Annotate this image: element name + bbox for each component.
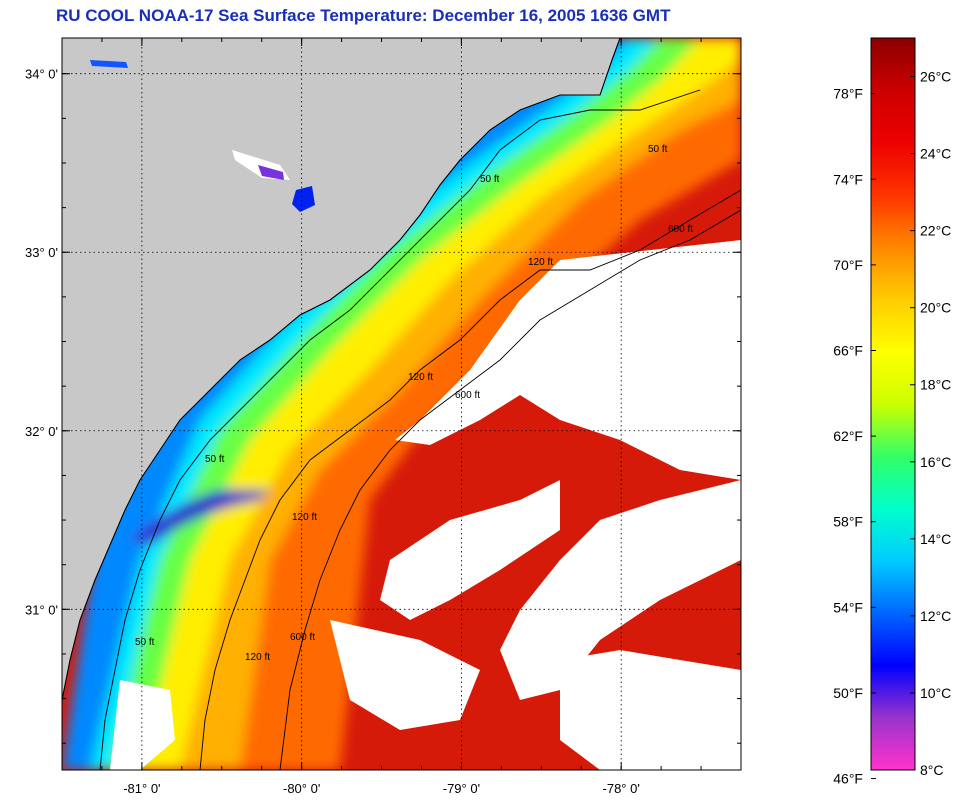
contour-label-50ft-3: 50 ft xyxy=(205,454,225,465)
lat-tick-label: 33° 0' xyxy=(25,245,58,260)
contour-label-600ft-2: 600 ft xyxy=(455,390,480,401)
celsius-label: 14°C xyxy=(920,531,951,547)
lat-tick-label: 31° 0' xyxy=(25,602,58,617)
lon-tick-label: -81° 0' xyxy=(123,781,160,796)
lat-tick-label: 32° 0' xyxy=(25,424,58,439)
celsius-label: 18°C xyxy=(920,377,951,393)
lon-tick-label: -80° 0' xyxy=(283,781,320,796)
graticule-grid xyxy=(62,38,741,770)
celsius-label: 24°C xyxy=(920,146,951,162)
celsius-label: 12°C xyxy=(920,608,951,624)
fahrenheit-label: 62°F xyxy=(833,428,863,444)
contour-labels: 50 ft 50 ft 120 ft 120 ft 600 ft 600 ft … xyxy=(135,144,693,663)
land-mass xyxy=(62,38,620,700)
contour-label-600ft: 600 ft xyxy=(668,224,693,235)
contour-label-120ft-4: 120 ft xyxy=(245,652,270,663)
fahrenheit-label: 46°F xyxy=(833,771,863,787)
bathymetry-contours xyxy=(99,89,741,770)
colorbar-bar xyxy=(870,37,916,771)
contour-label-50ft-4: 50 ft xyxy=(135,637,155,648)
lon-tick-label: -78° 0' xyxy=(603,781,640,796)
lat-tick-label: 34° 0' xyxy=(25,67,58,82)
celsius-label: 8°C xyxy=(920,762,944,778)
fahrenheit-label: 54°F xyxy=(833,599,863,615)
contour-label-50ft-2: 50 ft xyxy=(480,174,500,185)
contour-label-50ft: 50 ft xyxy=(648,144,668,155)
fahrenheit-label: 70°F xyxy=(833,257,863,273)
celsius-label: 10°C xyxy=(920,685,951,701)
fahrenheit-label: 74°F xyxy=(833,171,863,187)
cloud-cover xyxy=(110,240,741,770)
fahrenheit-label: 58°F xyxy=(833,514,863,530)
coastline xyxy=(62,38,621,701)
colorbar-ticks: 26°C 24°C 22°C 20°C 18°C 16°C 14°C 12°C 10°C 8°C 7… xyxy=(833,69,951,787)
lon-tick-label: -79° 0' xyxy=(443,781,480,796)
celsius-label: 20°C xyxy=(920,300,951,316)
contour-label-120ft: 120 ft xyxy=(528,257,553,268)
celsius-label: 26°C xyxy=(920,69,951,85)
fahrenheit-label: 50°F xyxy=(833,685,863,701)
map-axes: -81° 0' -80° 0' -79° 0' -78° 0' 34° 0' 33° 0'… xyxy=(25,38,742,796)
celsius-label: 16°C xyxy=(920,454,951,470)
celsius-label: 22°C xyxy=(920,223,951,239)
map-title: RU COOL NOAA-17 Sea Surface Temperature:… xyxy=(56,6,671,25)
contour-label-600ft-3: 600 ft xyxy=(290,632,315,643)
contour-label-120ft-2: 120 ft xyxy=(408,372,433,383)
fahrenheit-label: 78°F xyxy=(833,86,863,102)
plot-frame xyxy=(61,37,742,771)
plot-area: 50 ft 50 ft 120 ft 120 ft 600 ft 600 ft … xyxy=(62,38,741,770)
contour-label-120ft-3: 120 ft xyxy=(292,512,317,523)
fahrenheit-label: 66°F xyxy=(833,342,863,358)
colorbar: 26°C 24°C 22°C 20°C 18°C 16°C 14°C 12°C 10°C 8°C 7… xyxy=(833,37,951,787)
